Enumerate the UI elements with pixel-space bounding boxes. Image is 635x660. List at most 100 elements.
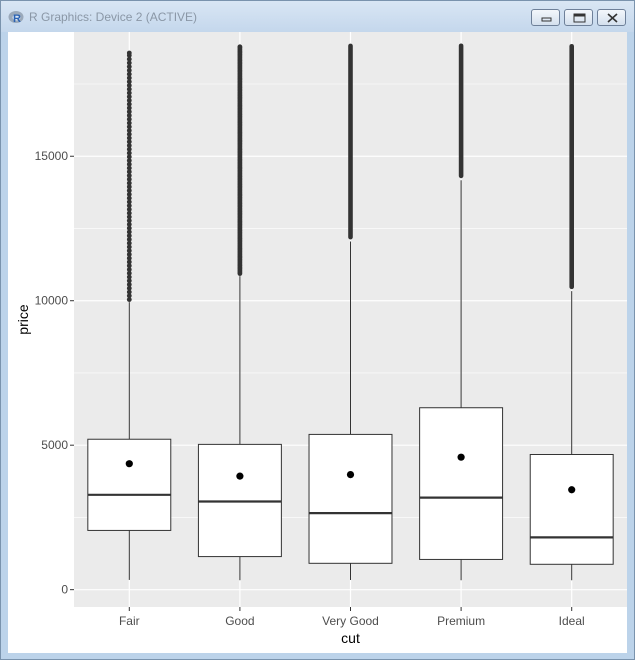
outlier-point — [126, 259, 132, 265]
y-tick-label: 10000 — [35, 294, 69, 308]
outlier-point — [126, 146, 132, 152]
outlier-point — [237, 44, 243, 50]
outlier-point — [126, 248, 132, 254]
outlier-point — [126, 94, 132, 100]
outlier-point — [126, 154, 132, 160]
minimize-icon — [541, 17, 552, 22]
outlier-point — [126, 180, 132, 186]
boxplot-chart: 0 5000 10000 15000 Fair Good Very Good Premium… — [15, 32, 627, 646]
outlier-point — [126, 293, 132, 299]
outlier-point — [126, 285, 132, 291]
outlier-point — [126, 222, 132, 227]
outlier-point — [126, 297, 132, 302]
x-tick-label: Premium — [437, 614, 485, 628]
outlier-point — [126, 225, 132, 231]
outlier-point — [126, 120, 132, 126]
outlier-point — [126, 240, 132, 246]
outlier-point — [126, 50, 132, 56]
outlier-point — [126, 64, 132, 70]
box-ideal — [529, 43, 614, 581]
outlier-point — [126, 150, 132, 156]
outlier-point — [126, 161, 132, 167]
outlier-point — [126, 113, 132, 118]
box-premium — [419, 43, 504, 581]
x-axis-title: cut — [341, 630, 360, 646]
mean-point — [346, 471, 355, 479]
outlier-point — [126, 131, 132, 137]
mean-point — [236, 472, 244, 480]
box-rect — [529, 453, 614, 565]
outlier-point — [126, 143, 132, 148]
title-bar[interactable]: R R Graphics: Device 2 (ACTIVE) — [1, 1, 634, 32]
outlier-point — [126, 188, 132, 194]
outlier-point — [126, 158, 132, 163]
outlier-point — [126, 128, 132, 133]
outlier-point — [126, 214, 132, 220]
outlier-point — [126, 255, 132, 261]
x-tick-label: Very Good — [322, 614, 379, 628]
outlier-point — [126, 79, 132, 85]
outlier-point — [126, 278, 132, 284]
mean-point — [457, 453, 465, 461]
box-good — [197, 44, 282, 581]
outlier-point — [126, 71, 132, 77]
outlier-point — [126, 229, 132, 235]
outlier-point — [126, 282, 132, 287]
box-fair — [87, 50, 172, 580]
outlier-point — [126, 124, 132, 130]
outlier-point — [126, 274, 132, 280]
mean-point — [568, 486, 576, 494]
plot-area: 0 5000 10000 15000 Fair Good Very Good Premium… — [8, 32, 627, 653]
svg-text:R: R — [13, 13, 21, 24]
outlier-point — [126, 68, 132, 73]
box-rect — [308, 433, 393, 564]
y-tick-label: 5000 — [41, 438, 68, 452]
outlier-point — [126, 207, 132, 212]
close-icon — [607, 13, 618, 23]
outlier-point — [126, 176, 132, 182]
minimize-button[interactable] — [531, 9, 560, 26]
box-rect — [419, 407, 504, 560]
outlier-point — [126, 135, 132, 141]
outlier-point — [126, 203, 132, 209]
y-axis-title: price — [15, 304, 31, 335]
outlier-point — [126, 184, 132, 190]
close-button[interactable] — [597, 9, 626, 26]
x-tick-label: Good — [225, 614, 254, 628]
outlier-point — [126, 98, 132, 103]
outlier-point — [126, 267, 132, 272]
mean-point — [125, 460, 133, 468]
outlier-point — [126, 210, 132, 216]
outlier-point — [126, 116, 132, 122]
outlier-point — [126, 252, 132, 257]
y-axis: 0 5000 10000 15000 — [35, 149, 74, 597]
outlier-point — [126, 90, 132, 96]
maximize-button[interactable] — [564, 9, 593, 26]
box-rect — [87, 438, 172, 531]
y-tick-label: 15000 — [35, 149, 69, 163]
outlier-point — [126, 244, 132, 250]
outlier-point — [126, 173, 132, 179]
outlier-point — [126, 109, 132, 115]
box-layer — [87, 43, 614, 581]
outlier-point — [126, 86, 132, 92]
outlier-point — [126, 101, 132, 107]
outlier-point — [126, 105, 132, 111]
outlier-point — [126, 75, 132, 81]
box-very-good — [308, 43, 393, 580]
outlier-point — [126, 218, 132, 224]
outlier-point — [126, 191, 132, 197]
y-tick-label: 0 — [61, 583, 68, 597]
outlier-point — [126, 60, 132, 66]
maximize-icon — [573, 13, 586, 23]
outlier-point — [126, 165, 132, 171]
outlier-point — [126, 237, 132, 242]
outlier-point — [126, 169, 132, 175]
outlier-point — [126, 56, 132, 62]
outlier-point — [126, 289, 132, 295]
outlier-point — [126, 199, 132, 205]
x-tick-label: Ideal — [559, 614, 585, 628]
outlier-point — [126, 233, 132, 239]
outlier-point — [126, 270, 132, 276]
